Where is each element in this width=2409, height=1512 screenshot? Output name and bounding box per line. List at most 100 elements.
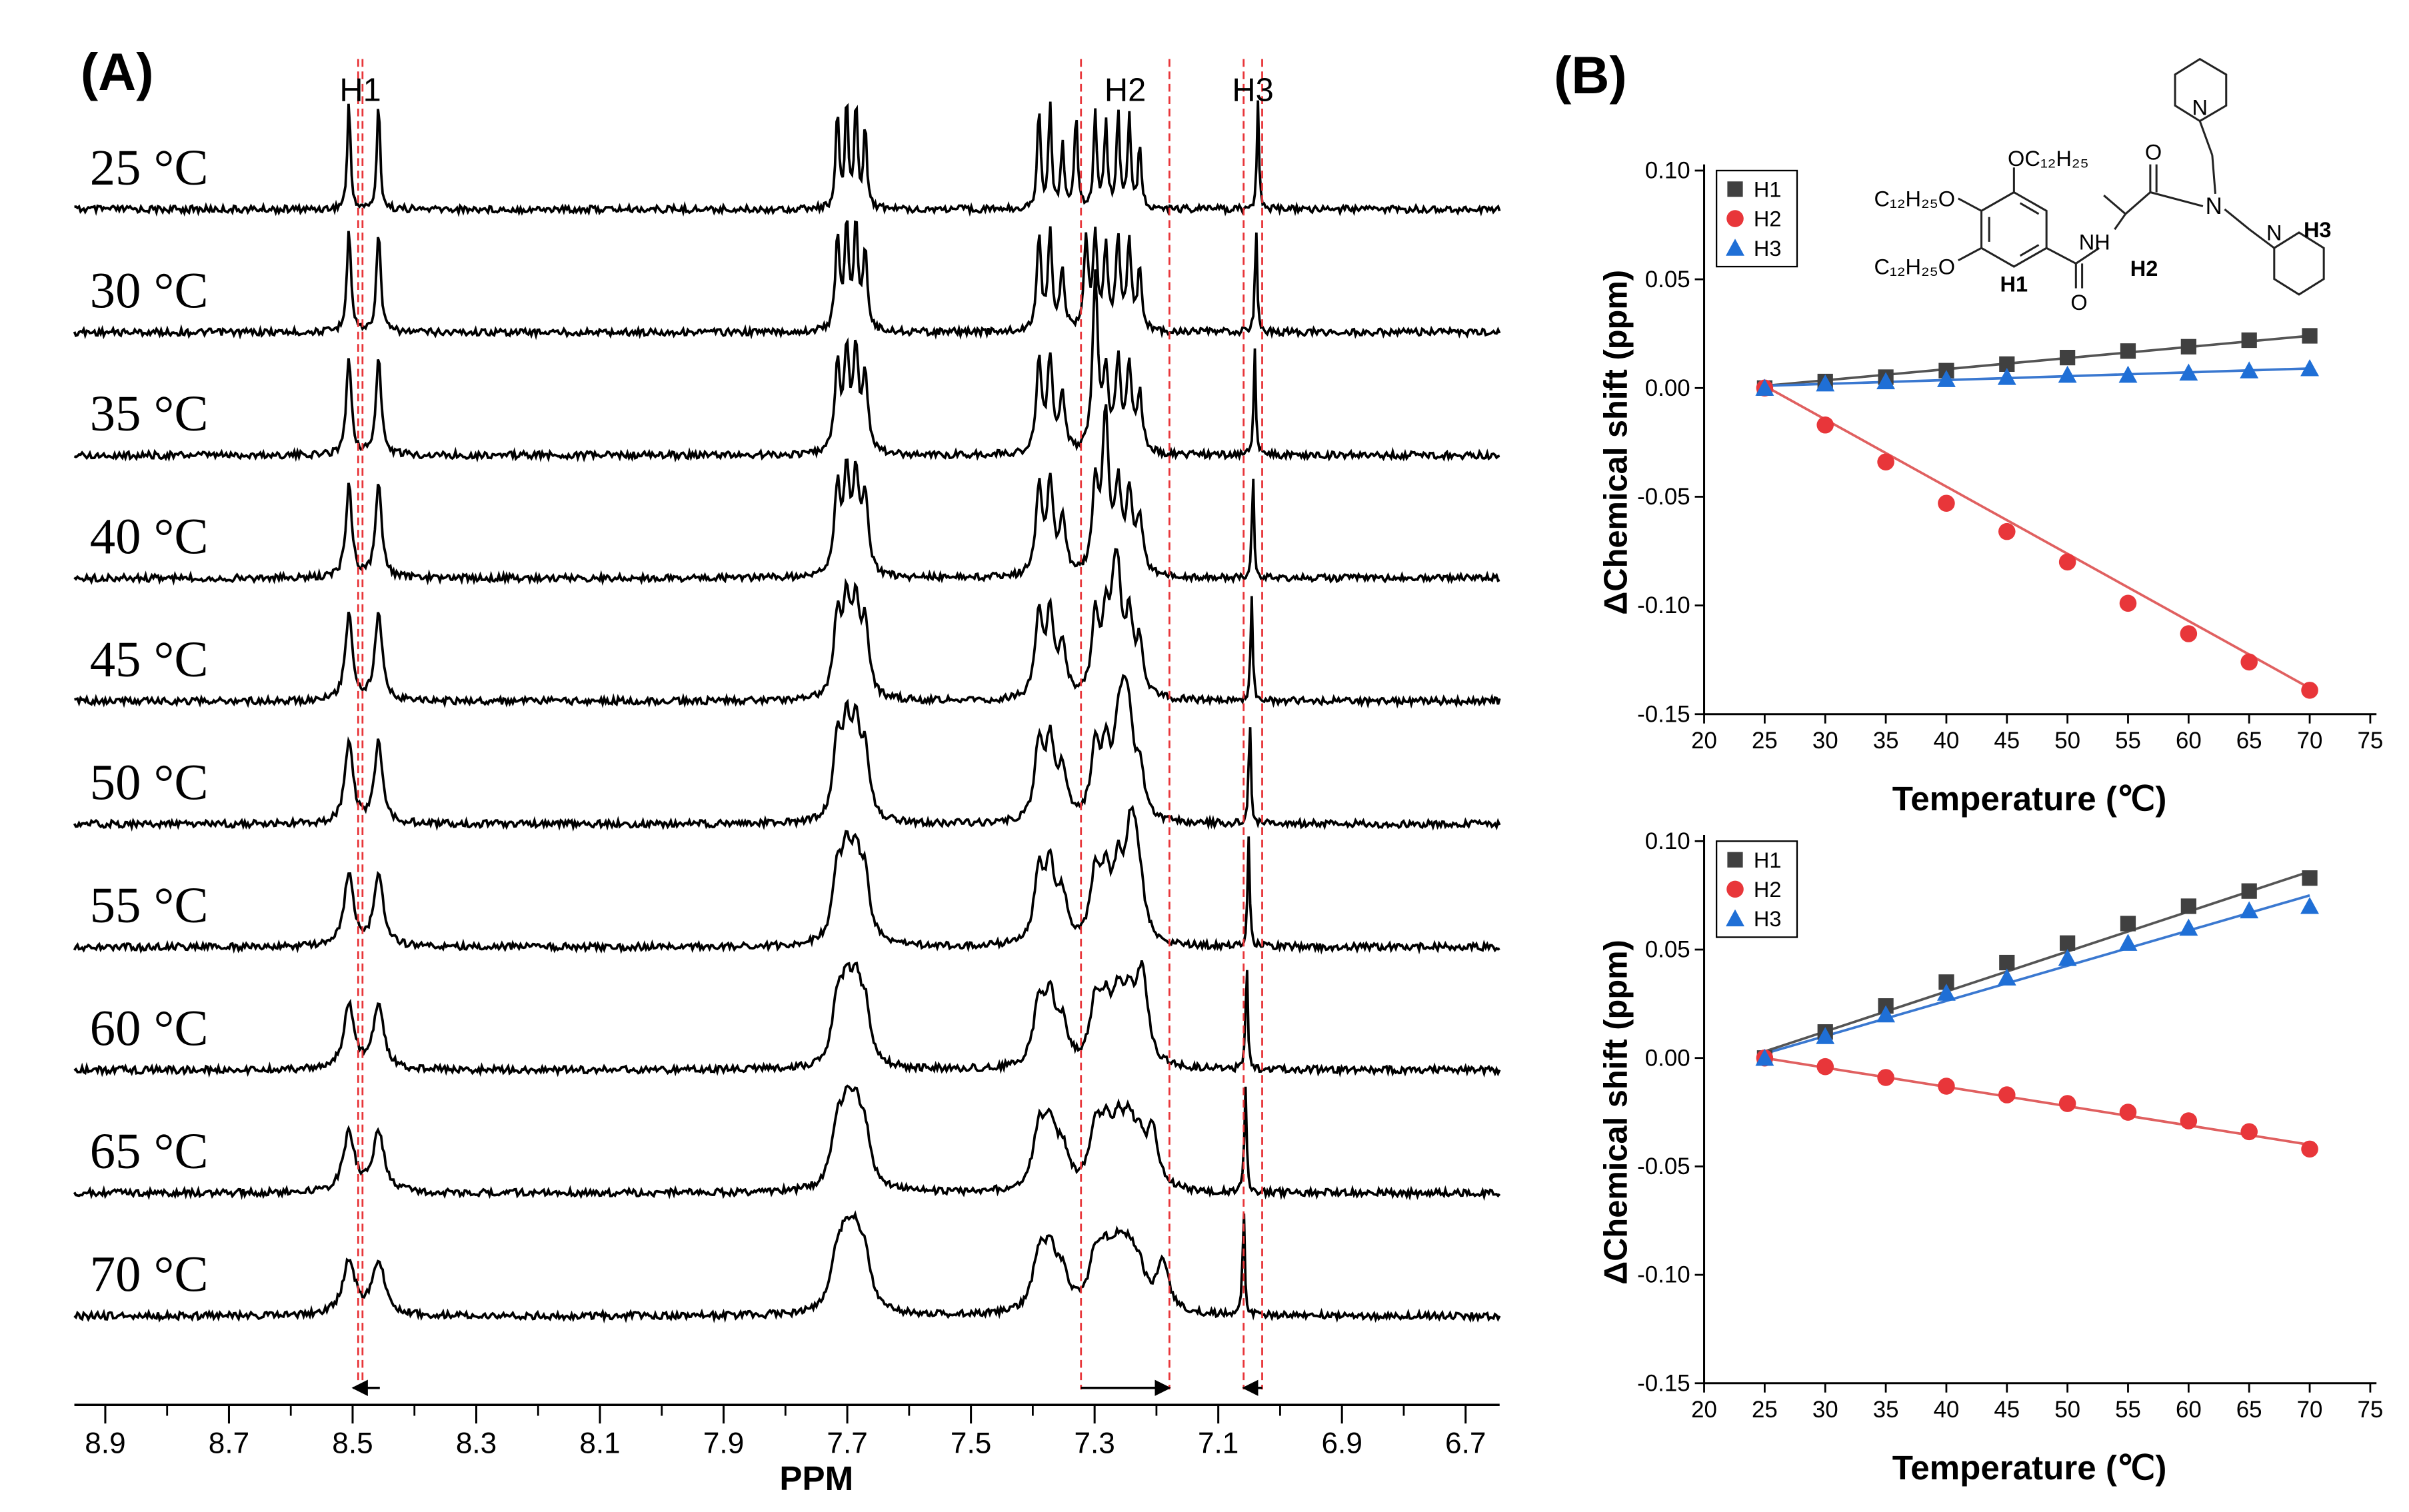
data-point [2060, 935, 2076, 951]
spectrum-trace [73, 804, 1500, 955]
legend-symbol [1726, 239, 1744, 256]
fit-line [1764, 870, 2310, 1053]
x-tick-label: 6.9 [1322, 1427, 1362, 1459]
data-point [1999, 954, 2015, 971]
x-tick-label: 8.9 [85, 1427, 125, 1459]
x-tick-label: 75 [2358, 728, 2384, 754]
x-axis-label: Temperature (℃) [1892, 1449, 2167, 1487]
data-point [2241, 332, 2257, 349]
x-tick-label: 40 [1934, 728, 1960, 754]
data-point [1999, 356, 2015, 373]
molecule-structure [1957, 57, 2325, 296]
x-tick-label: 35 [1873, 1397, 1899, 1423]
y-tick-label: -0.15 [1637, 1370, 1690, 1396]
data-point [2179, 918, 2198, 936]
trace-label: 35 °C [90, 385, 209, 442]
x-tick-label: 7.5 [951, 1427, 991, 1459]
data-point [2240, 361, 2259, 378]
x-tick-label: 8.3 [456, 1427, 497, 1459]
data-point [2058, 949, 2077, 966]
structure-label: O [2070, 291, 2087, 315]
y-tick-label: 0.00 [1645, 1045, 1690, 1071]
legend-symbol [1726, 210, 1744, 227]
y-tick-label: -0.10 [1637, 592, 1690, 618]
y-tick-label: 0.10 [1645, 828, 1690, 854]
data-point [1877, 453, 1894, 471]
legend-label: H2 [1754, 207, 1782, 231]
y-tick-label: -0.15 [1637, 701, 1690, 727]
structure-label: O [2145, 141, 2162, 165]
structure-label: N [2266, 221, 2282, 245]
legend-label: H3 [1754, 907, 1782, 931]
y-tick-label: 0.00 [1645, 375, 1690, 401]
structure-label: N [2206, 193, 2222, 219]
peak-label: H3 [1232, 72, 1273, 108]
structure-label: C₁₂H₂₅O [1874, 255, 1955, 279]
x-tick-label: 45 [1994, 1397, 2020, 1423]
fit-line [1764, 384, 2310, 690]
structure-label: C₁₂H₂₅O [1874, 187, 1955, 211]
data-point [2180, 1112, 2198, 1130]
y-axis-label: ΔChemical shift (ppm) [1598, 270, 1634, 615]
structure-label: OC₁₂H₂₅ [2008, 147, 2089, 171]
x-tick-label: 25 [1752, 728, 1778, 754]
data-point [2300, 896, 2319, 914]
panel-label: (A) [81, 42, 154, 101]
spectrum-trace [74, 548, 1501, 709]
x-tick-label: 30 [1812, 1397, 1838, 1423]
data-point [2058, 553, 2076, 571]
data-point [2240, 901, 2259, 919]
legend-label: H3 [1754, 237, 1782, 261]
trace-label: 45 °C [90, 631, 209, 688]
data-point [2301, 682, 2318, 699]
trace-label: 40 °C [90, 508, 209, 565]
x-tick-label: 8.7 [209, 1427, 249, 1459]
spectrum-trace [74, 100, 1501, 217]
data-point [1938, 1078, 1955, 1095]
data-point [2119, 594, 2137, 612]
fit-line [1764, 1056, 2310, 1146]
structure-label: H2 [2130, 257, 2158, 281]
trace-label: 65 °C [90, 1123, 209, 1179]
fit-line [1764, 894, 2310, 1055]
spectrum-trace [73, 404, 1500, 586]
data-point [1997, 368, 2016, 385]
x-tick-label: 40 [1934, 1397, 1960, 1423]
data-point [1816, 1058, 1834, 1076]
x-tick-label: 55 [2115, 728, 2141, 754]
data-point [2302, 870, 2318, 886]
spectrum-trace [73, 1084, 1501, 1201]
data-point [2179, 363, 2198, 381]
data-point [1938, 494, 1955, 512]
data-point [2058, 1095, 2076, 1112]
legend-symbol [1727, 852, 1743, 868]
data-point [2119, 1104, 2137, 1121]
x-tick-label: 60 [2176, 1397, 2202, 1423]
data-point [2180, 339, 2196, 355]
data-point [1938, 974, 1954, 990]
fit-line [1764, 367, 2310, 387]
spectrum-trace [73, 1210, 1501, 1324]
data-point [1816, 416, 1834, 434]
spectrum-trace [73, 960, 1501, 1078]
data-point [1816, 1027, 1835, 1044]
data-point [1998, 1086, 2016, 1104]
legend-symbol [1727, 181, 1743, 197]
trace-label: 50 °C [90, 754, 209, 811]
y-tick-label: -0.10 [1637, 1262, 1690, 1288]
data-point [1936, 984, 1956, 1001]
data-point [2240, 1123, 2258, 1141]
data-point [1877, 1069, 1894, 1086]
trace-label: 60 °C [90, 1000, 209, 1057]
y-tick-label: 0.05 [1645, 937, 1690, 963]
data-point [2118, 365, 2138, 383]
data-point [2060, 349, 2076, 366]
data-point [2180, 625, 2198, 642]
x-tick-label: 30 [1812, 728, 1838, 754]
data-point [2300, 359, 2319, 377]
x-tick-label: 20 [1691, 1397, 1717, 1423]
spectrum-trace [73, 269, 1500, 463]
data-point [2302, 328, 2318, 344]
